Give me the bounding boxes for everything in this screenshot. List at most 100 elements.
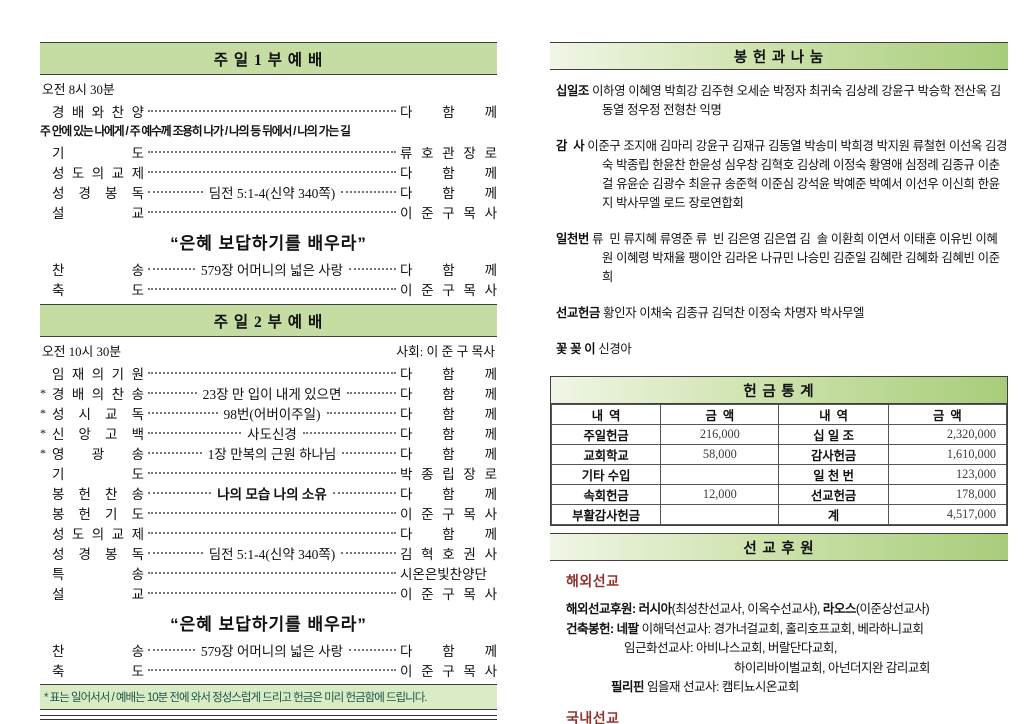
- mission-text-segment: 하이리바이벌교회, 아넌더지완 감리교회: [734, 660, 930, 675]
- offering-category-label: 선교헌금: [556, 306, 601, 320]
- mission-text-segment: (최성찬선교사, 이옥수선교사),: [671, 602, 823, 616]
- dotted-leader: [341, 191, 396, 193]
- dotted-leader: [148, 492, 212, 494]
- dotted-leader: [148, 268, 195, 270]
- sermon-title: “은혜 보답하기를 배우라”: [170, 615, 367, 634]
- item-person: 시온은빛찬양단: [400, 567, 487, 582]
- service1-time: 오전 8시 30분: [42, 83, 115, 97]
- footnote: * 표는 일어서서 / 예배는 10분 전에 와서 정성스럽게 드리고 헌금은 …: [40, 684, 497, 710]
- offering-category-label: 꽃 꽂 이: [556, 342, 596, 356]
- star-marker: *: [40, 425, 46, 440]
- stats-item-cell: 십 일 조: [778, 424, 889, 445]
- item-label: 영 광 송: [52, 447, 144, 462]
- item-detail: 579장 어머니의 넓은 사랑: [200, 644, 344, 659]
- dotted-leader: [148, 592, 396, 594]
- item-person: 다 함 께: [400, 186, 497, 201]
- dotted-leader: [148, 151, 396, 153]
- stats-row: 기타 수입 일 천 번 123,000: [550, 464, 1008, 485]
- stats-header-cell: 금 액: [660, 404, 780, 425]
- dotted-leader: [148, 552, 203, 554]
- item-label: 특 송: [52, 567, 144, 582]
- mission-line: 건축봉헌: 네팔 이해덕선교사: 경가너걸교회, 홀리호프교회, 베라하니교회: [566, 620, 1008, 640]
- dotted-leader: [148, 532, 396, 534]
- service-row: * 경 배 의 찬 송 23장 만 입이 내게 있으면 다 함 께: [40, 383, 497, 403]
- stats-amount-cell: 1,610,000: [887, 444, 1008, 465]
- item-label: 봉 헌 기 도: [52, 507, 144, 522]
- item-person: 다 함 께: [400, 527, 497, 542]
- mission-text-segment: 해외선교후원:: [566, 602, 639, 616]
- item-person: 다 함 께: [400, 447, 497, 462]
- dotted-leader: [148, 649, 195, 651]
- mission-line: 임근화선교사: 아비나스교회, 버랄단다교회,: [566, 639, 1008, 659]
- item-label: 성 도 의 교 제: [52, 527, 144, 542]
- hymn-line: 주 안에 있는 나에게 / 주 예수께 조용히 나가 / 나의 등 뒤에서 / …: [40, 124, 351, 138]
- mission-text-segment: 필리핀: [611, 680, 645, 694]
- offering-column: 봉 헌 과 나 눔 십일조 이하영 이혜영 박희강 김주현 오세순 박정자 최귀…: [550, 42, 1008, 724]
- dotted-leader: [148, 452, 202, 454]
- service2-time-row: 오전 10시 30분 사회: 이 준 구 목사: [42, 341, 495, 360]
- dotted-leader: [148, 392, 197, 394]
- offering-entry: 일천번 류 민 류지혜 류영준 류 빈 김은영 김은엽 김 솔 이환희 이연서 …: [556, 232, 1000, 284]
- dotted-leader: [148, 211, 396, 213]
- star-marker: *: [40, 445, 46, 460]
- mission-text-segment: 라오스: [822, 602, 857, 616]
- star-marker: *: [40, 385, 46, 400]
- service-row: * 성 시 교 독 98번(어버이주일) 다 함 께: [40, 403, 497, 423]
- stats-item-cell: 교회학교: [550, 444, 662, 465]
- stats-header-cell: 금 액: [887, 404, 1008, 425]
- item-label: 축 도: [52, 283, 144, 298]
- mission-text-segment: 네팔: [616, 621, 640, 636]
- stats-item-cell: 주일헌금: [550, 424, 662, 445]
- domestic-heading: 국내선교: [566, 709, 620, 724]
- item-detail: 98번(어버이주일): [223, 407, 321, 422]
- service1-header-bar: 주 일 1 부 예 배: [40, 42, 497, 75]
- item-person: 다 함 께: [400, 487, 497, 502]
- dotted-leader: [148, 572, 396, 574]
- item-detail: 딤전 5:1-4(신약 340쪽): [208, 547, 336, 562]
- dotted-leader: [148, 171, 396, 173]
- item-detail: 23장 만 입이 내게 있으면: [202, 387, 342, 402]
- item-person: 이 준 구 목 사: [400, 664, 497, 679]
- service1-title: 주 일 1 부 예 배: [213, 52, 324, 69]
- item-detail: 딤전 5:1-4(신약 340쪽): [208, 186, 336, 201]
- item-label: 성 도 의 교 제: [52, 166, 144, 181]
- dotted-leader: [326, 412, 397, 414]
- offering-category-label: 감 사: [556, 139, 585, 153]
- mission-line: 하이리바이벌교회, 아넌더지완 감리교회: [566, 659, 1008, 679]
- dotted-leader: [148, 372, 396, 374]
- item-person: 김 혁 호 권 사: [400, 547, 497, 562]
- dotted-leader: [302, 432, 396, 434]
- stats-item-cell: 선교헌금: [778, 484, 889, 505]
- offering-entry: 선교헌금 황인자 이채숙 김종규 김덕찬 이정숙 차명자 박사무엘: [556, 306, 865, 320]
- dotted-leader: [349, 649, 396, 651]
- stats-item-cell: 감사헌금: [778, 444, 889, 465]
- item-person: 다 함 께: [400, 407, 498, 422]
- offering-entry: 십일조 이하영 이혜영 박희강 김주현 오세순 박정자 최귀숙 김상례 강윤구 …: [556, 84, 1001, 117]
- mission-title: 선 교 후 원: [743, 541, 815, 557]
- item-person: 다 함 께: [400, 263, 497, 278]
- stats-header-cell: 내 역: [550, 404, 662, 425]
- stats-amount-cell: 4,517,000: [887, 504, 1008, 525]
- dotted-leader: [148, 512, 396, 514]
- stats-amount-cell: 58,000: [660, 444, 780, 465]
- dotted-leader: [148, 191, 203, 193]
- stats-amount-cell: [660, 504, 780, 525]
- service-row: * 신 앙 고 백 사도신경 다 함 께: [40, 423, 497, 443]
- stats-row: 교회학교 58,000 감사헌금 1,610,000: [550, 444, 1008, 465]
- item-detail: 1장 만복의 근원 하나님: [207, 447, 337, 462]
- item-label: 경 배 의 찬 송: [52, 387, 144, 402]
- item-label: 봉 헌 찬 송: [52, 487, 144, 502]
- stats-amount-cell: 12,000: [660, 484, 780, 505]
- item-label: 성 시 교 독: [52, 407, 144, 422]
- overseas-heading: 해외선교: [566, 573, 620, 589]
